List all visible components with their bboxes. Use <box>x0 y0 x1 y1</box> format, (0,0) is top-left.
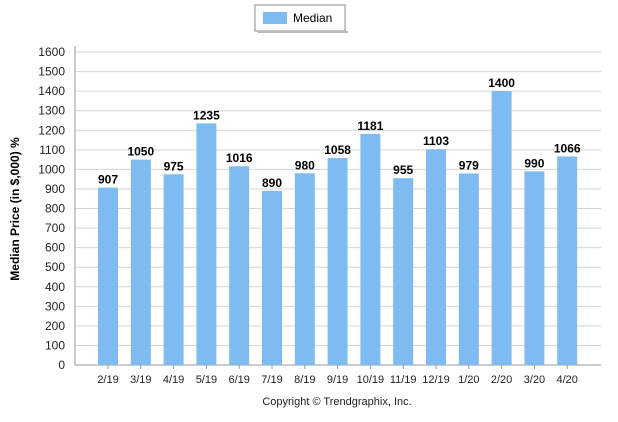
bar <box>327 158 348 365</box>
y-tick-label: 1500 <box>38 65 65 79</box>
data-label: 1103 <box>423 134 449 148</box>
y-tick-label: 200 <box>45 319 65 333</box>
y-tick-label: 700 <box>45 221 65 235</box>
x-tick-label: 12/19 <box>422 374 450 386</box>
x-tick-label: 4/19 <box>163 374 184 386</box>
copyright-text: Copyright © Trendgraphix, Inc. <box>262 396 411 408</box>
bar <box>557 156 578 365</box>
legend-shadow <box>258 31 348 33</box>
bar <box>491 91 512 365</box>
bars <box>98 91 578 365</box>
y-tick-label: 800 <box>45 202 65 216</box>
bar <box>196 123 217 365</box>
data-label: 907 <box>98 173 118 187</box>
data-label: 1058 <box>324 143 351 157</box>
y-tick-label: 1400 <box>38 84 65 98</box>
bar <box>229 166 250 365</box>
y-tick-label: 1600 <box>38 45 65 59</box>
bar <box>262 190 282 365</box>
y-tick-label: 100 <box>45 338 65 352</box>
y-tick-label: 1000 <box>38 162 65 176</box>
y-tick-label: 0 <box>58 358 65 372</box>
data-label: 975 <box>164 159 184 173</box>
x-tick-label: 6/19 <box>228 374 249 386</box>
bar <box>426 149 446 365</box>
y-tick-label: 600 <box>45 241 65 255</box>
y-axis-title: Median Price (in $,000) % <box>8 137 22 281</box>
legend-label: Median <box>293 11 332 25</box>
bar <box>458 173 479 365</box>
bar <box>360 133 381 365</box>
data-label: 990 <box>524 156 544 170</box>
bar <box>393 178 414 365</box>
data-label: 1016 <box>226 151 253 165</box>
x-tick-label: 3/19 <box>130 374 151 386</box>
data-label: 1066 <box>554 141 581 155</box>
legend-swatch <box>263 12 287 24</box>
x-tick-labels: 2/19 3/19 4/19 5/19 6/19 7/19 8/19 9/19 10/19 11/… <box>97 374 578 386</box>
data-label: 980 <box>295 158 315 172</box>
y-tick-label: 1100 <box>39 143 65 157</box>
y-tick-label: 900 <box>45 182 65 196</box>
bar <box>294 173 315 365</box>
x-tick-label: 2/20 <box>491 374 512 386</box>
x-tick-label: 9/19 <box>327 374 348 386</box>
data-label: 1050 <box>127 145 154 159</box>
bar <box>163 174 184 365</box>
y-tick-label: 1300 <box>38 104 65 118</box>
x-tick-label: 5/19 <box>196 374 217 386</box>
x-tick-label: 4/20 <box>556 374 577 386</box>
y-tick-label: 500 <box>45 260 65 274</box>
data-labels: 907 1050 975 1235 1016 890 980 1058 1181 955 1103 9… <box>98 76 581 190</box>
x-tick-label: 3/20 <box>524 374 545 386</box>
bar <box>98 187 118 365</box>
bar <box>130 159 151 365</box>
y-tick-label: 1200 <box>38 123 65 137</box>
data-label: 1400 <box>488 76 515 90</box>
data-label: 1181 <box>357 119 383 133</box>
x-tick-label: 11/19 <box>390 374 417 386</box>
data-label: 890 <box>262 176 282 190</box>
y-tick-labels: 0 100 200 300 400 500 600 700 800 900 1000 1100 1200… <box>38 45 65 372</box>
bar <box>524 171 545 365</box>
data-label: 955 <box>393 163 413 177</box>
y-tick-label: 400 <box>45 280 65 294</box>
legend: Median <box>254 4 348 33</box>
x-tick-label: 10/19 <box>357 374 385 386</box>
data-label: 979 <box>459 158 479 172</box>
x-tick-label: 8/19 <box>294 374 315 386</box>
x-tick-label: 1/20 <box>458 374 479 386</box>
x-tick-label: 2/19 <box>97 374 118 386</box>
x-tick-label: 7/19 <box>261 374 282 386</box>
data-label: 1235 <box>193 108 220 122</box>
y-tick-label: 300 <box>45 299 65 313</box>
